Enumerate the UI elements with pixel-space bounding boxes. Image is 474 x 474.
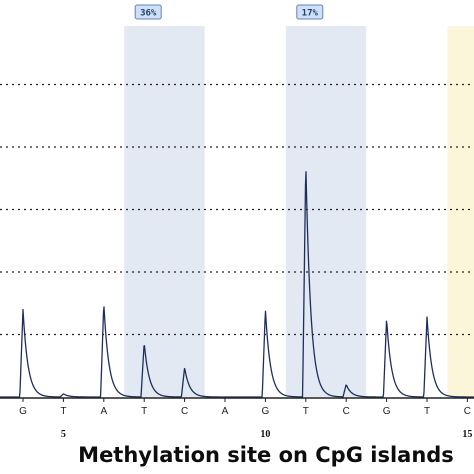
highlight-regions bbox=[124, 26, 474, 397]
base-label: C bbox=[343, 406, 350, 417]
position-labels: 5 10 15 bbox=[61, 429, 472, 440]
position-label: 5 bbox=[61, 429, 66, 440]
methylation-badges: 36% 17% bbox=[134, 4, 324, 20]
base-label: T bbox=[141, 406, 147, 417]
base-label: A bbox=[100, 406, 107, 417]
position-label: 10 bbox=[260, 429, 270, 440]
gridlines bbox=[0, 83, 474, 336]
pyrogram-trace bbox=[0, 171, 474, 398]
methylation-percentage: 36% bbox=[140, 9, 157, 19]
base-label: G bbox=[262, 406, 270, 417]
x-axis-ticks bbox=[22, 398, 468, 402]
base-label: T bbox=[60, 406, 66, 417]
base-label: C bbox=[181, 406, 188, 417]
base-label: A bbox=[222, 406, 229, 417]
methylation-badge: 36% bbox=[134, 4, 162, 20]
x-axis-title: Methylation site on CpG islands bbox=[78, 443, 454, 467]
methylation-badge: 17% bbox=[296, 4, 324, 20]
highlight-region bbox=[124, 26, 205, 397]
methylation-percentage: 17% bbox=[302, 9, 319, 19]
base-label: G bbox=[383, 406, 391, 417]
position-label: 15 bbox=[462, 429, 472, 440]
base-label: T bbox=[303, 406, 309, 417]
base-label: C bbox=[464, 406, 471, 417]
highlight-region bbox=[285, 26, 367, 397]
base-label: G bbox=[19, 406, 27, 417]
base-label: T bbox=[424, 406, 430, 417]
highlight-region bbox=[447, 26, 474, 397]
